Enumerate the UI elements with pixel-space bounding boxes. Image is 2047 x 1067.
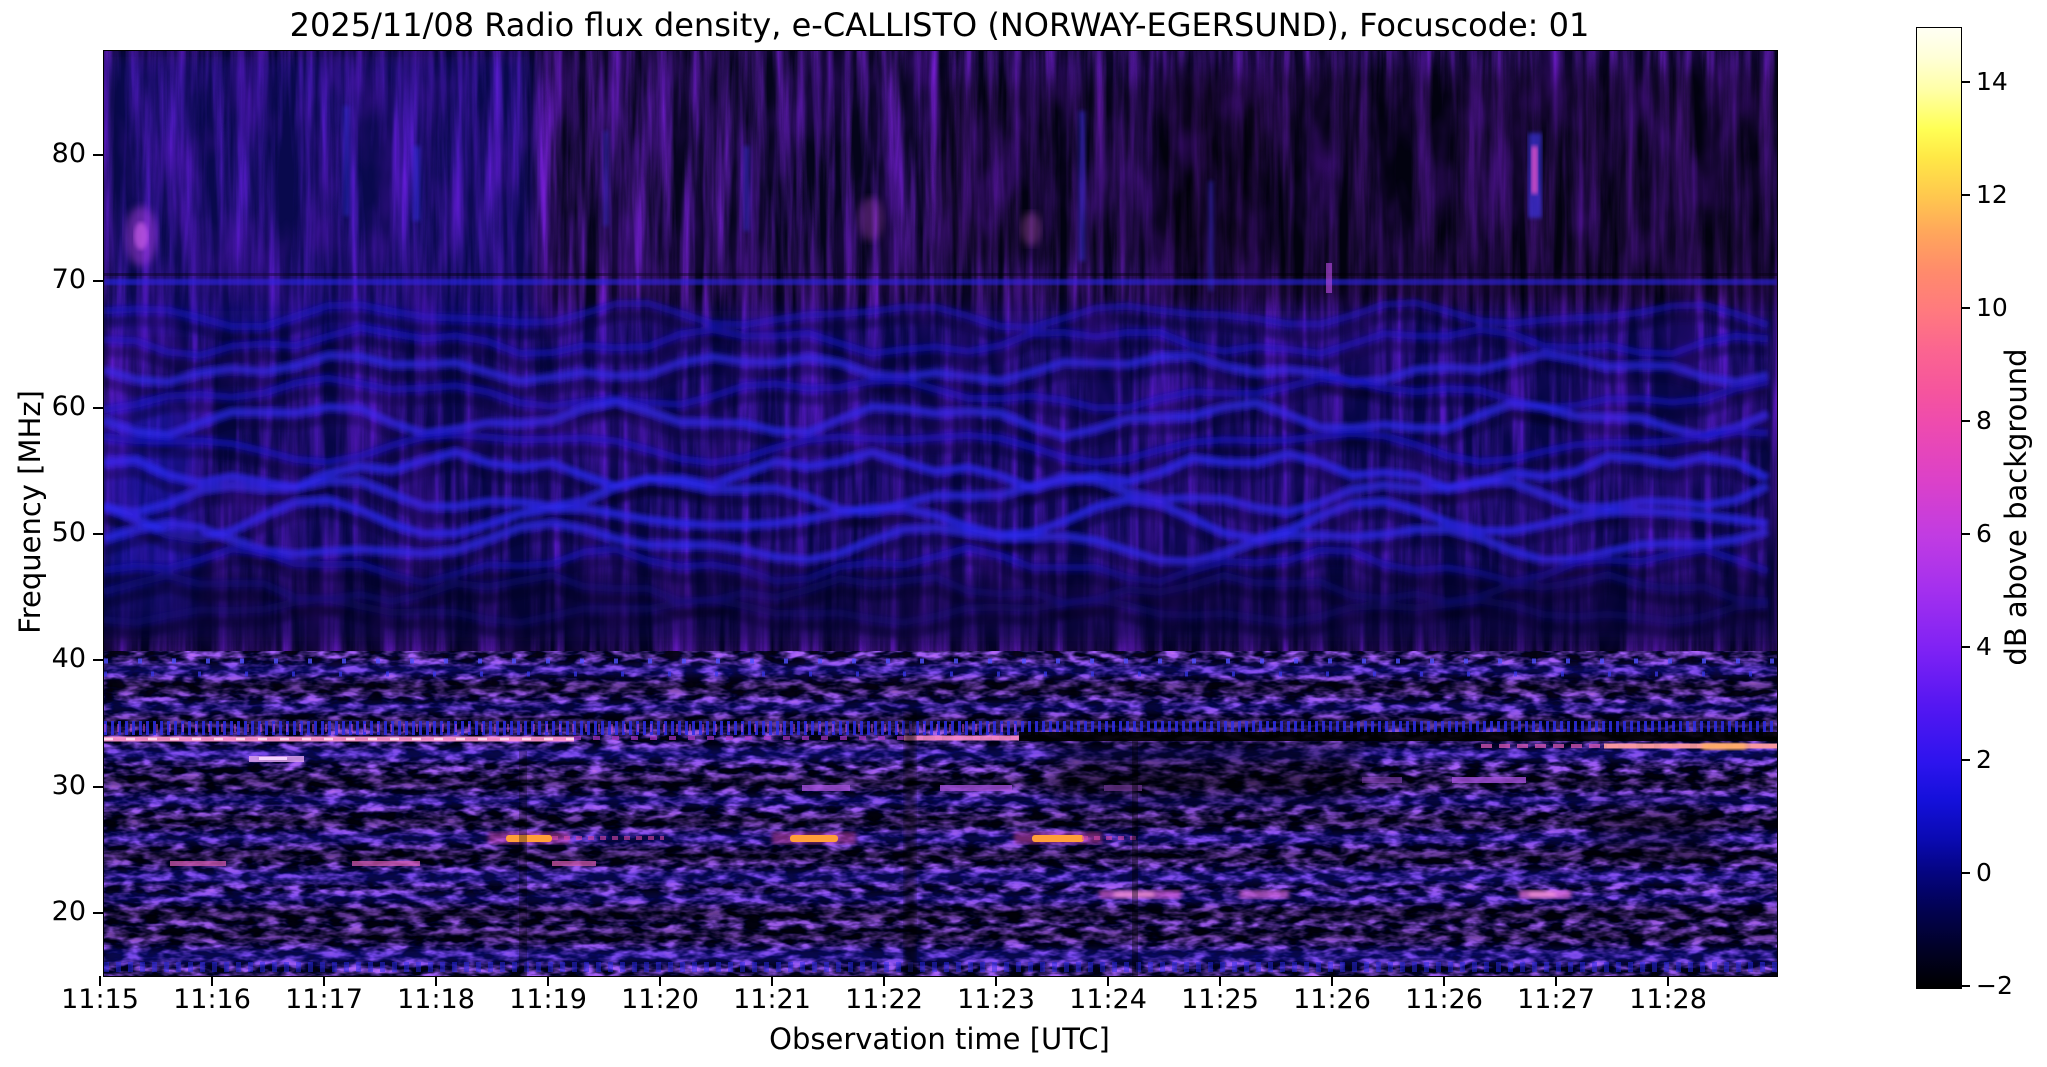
x-tick-label: 11:25 [1181,984,1259,1015]
x-tick-mark [1107,976,1109,986]
colorbar-tick-label: 10 [1976,292,2008,322]
colorbar-tick-mark [1962,419,1970,422]
orange-bursts-26mhz [488,832,1139,844]
dark-band-42-47mhz [104,571,1777,643]
y-tick-mark [93,280,103,283]
y-tick-label: 40 [51,643,86,675]
x-tick-label: 11:24 [1069,984,1147,1015]
colorbar-tick-label: −2 [1976,970,2013,1000]
dark-gaps [519,711,1714,976]
x-tick-label: 11:20 [621,984,699,1015]
chart-title: 2025/11/08 Radio flux density, e-CALLIST… [289,6,1590,44]
spectrogram-plot-area [103,50,1778,977]
x-tick-label: 11:17 [285,984,363,1015]
x-tick-mark [323,976,325,986]
x-tick-mark [659,976,661,986]
colorbar-tick-label: 4 [1976,631,1992,661]
colorbar-tick-mark [1962,645,1970,648]
x-tick-label: 11:23 [957,984,1035,1015]
spectrogram-image [104,51,1777,976]
colorbar-tick-mark [1962,306,1970,309]
y-tick-label: 50 [51,516,86,548]
colorbar-tick-mark [1962,532,1970,535]
colorbar-tick-mark [1962,758,1970,761]
x-axis-label: Observation time [UTC] [769,1022,1110,1056]
x-tick-mark [435,976,437,986]
x-tick-label: 11:19 [509,984,587,1015]
colorbar-tick-label: 14 [1976,66,2008,96]
rfi-line-34mhz [104,721,1777,750]
colorbar-tick-mark [1962,193,1970,196]
x-tick-mark [99,976,101,986]
x-tick-label: 11:26 [1293,984,1371,1015]
x-tick-mark [1331,976,1333,986]
colorbar-gradient [1916,27,1962,989]
magenta-blobs-21mhz [1099,890,1571,899]
x-tick-mark [1219,976,1221,986]
x-tick-mark [995,976,997,986]
colorbar-tick-mark [1962,984,1970,987]
violet-white-segment-32mhz [249,756,304,762]
x-tick-mark [1555,976,1557,986]
x-tick-label: 11:16 [173,984,251,1015]
colorbar-tick-label: 2 [1976,744,1992,774]
pink-dashes-24mhz [170,861,596,866]
x-tick-label: 11:21 [733,984,811,1015]
colorbar-tick-label: 12 [1976,179,2008,209]
x-tick-label: 11:22 [845,984,923,1015]
colorbar-tick-label: 6 [1976,518,1992,548]
colorbar-tick-mark [1962,80,1970,83]
x-tick-mark [211,976,213,986]
y-axis-label: Frequency [MHz] [13,390,47,634]
y-tick-mark [93,912,103,915]
colorbar-tick-mark [1962,871,1970,874]
x-tick-mark [1667,976,1669,986]
y-tick-label: 80 [51,137,86,169]
y-tick-label: 20 [51,896,86,928]
y-tick-label: 60 [51,390,86,422]
x-tick-mark [883,976,885,986]
x-tick-label: 11:26 [1405,984,1483,1015]
x-tick-mark [547,976,549,986]
upper-feature-blobs [125,106,1542,293]
x-tick-label: 11:18 [397,984,475,1015]
y-tick-mark [93,406,103,409]
x-tick-label: 11:28 [1629,984,1707,1015]
x-tick-label: 11:15 [61,984,139,1015]
colorbar-tick-label: 0 [1976,857,1992,887]
y-tick-label: 70 [51,264,86,296]
y-tick-mark [93,532,103,535]
y-tick-mark [93,659,103,662]
x-tick-label: 11:27 [1517,984,1595,1015]
y-tick-label: 30 [51,769,86,801]
y-tick-mark [93,153,103,156]
x-tick-mark [771,976,773,986]
x-tick-mark [1443,976,1445,986]
lower-noise-region [104,651,1777,976]
y-tick-mark [93,785,103,788]
colorbar-label: dB above background [1999,348,2033,666]
colorbar-tick-label: 8 [1976,405,1992,435]
